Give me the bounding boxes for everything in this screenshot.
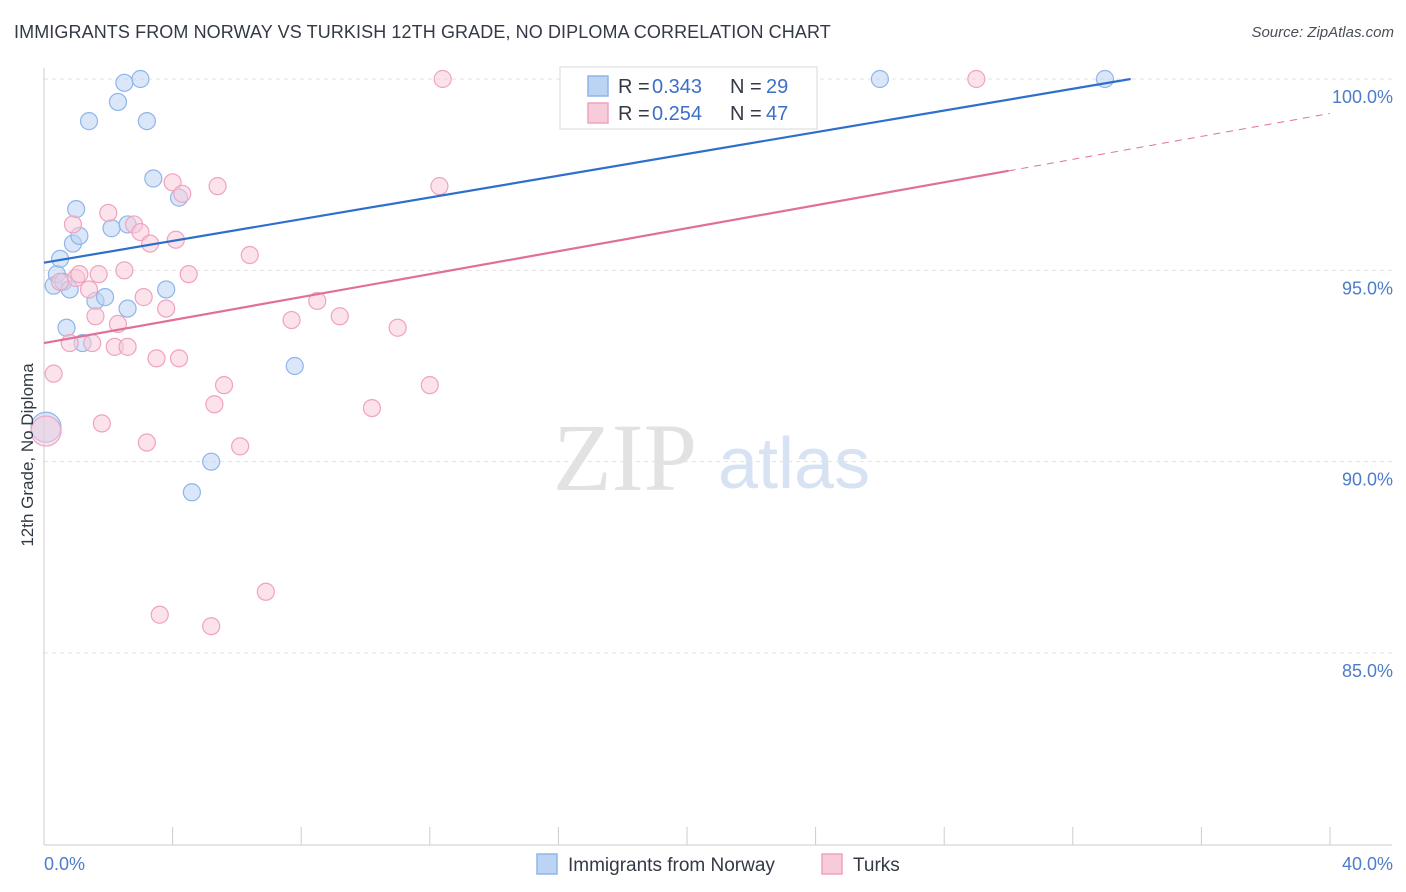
series-legend: Immigrants from Norway Turks [536,853,900,876]
turks-point-39 [330,307,349,326]
legend-r-label-turks: R = [618,103,650,125]
norway-point-13 [95,288,115,307]
turks-point-33 [214,376,234,395]
legend-swatch-norway [587,75,609,97]
turks-point-24 [157,299,176,318]
turks-point-9 [86,307,105,326]
series-legend-label-norway: Immigrants from Norway [568,855,775,876]
turks-point-22 [147,349,166,368]
turks-point-36 [256,582,275,601]
norway-point-14 [102,219,121,238]
turks-point-4 [63,215,83,234]
norway-point-26 [285,356,304,376]
turks-trend-line [43,169,1009,345]
legend-r-value-turks: 0.254 [652,103,702,125]
watermark-zip: ZIP [553,404,697,511]
turks-point-31 [205,395,224,414]
series-legend-swatch-turks [821,853,843,875]
turks-point-2 [50,272,70,291]
turks-points [30,69,986,636]
turks-point-0 [30,415,62,447]
turks-point-34 [231,437,250,456]
turks-point-1 [44,364,63,383]
turks-trend-extension [1008,112,1331,172]
turks-point-30 [202,617,221,636]
turks-point-28 [173,184,192,203]
chart-title: IMMIGRANTS FROM NORWAY VS TURKISH 12TH G… [14,22,831,42]
turks-point-10 [89,265,108,284]
turks-point-40 [362,398,382,418]
x-tick-label-min: 0.0% [44,854,85,874]
turks-point-12 [99,203,118,223]
norway-point-24 [182,483,201,502]
series-legend-label-turks: Turks [853,855,900,876]
turks-point-8 [83,333,102,353]
norway-point-16 [115,73,134,92]
watermark-atlas: atlas [718,424,870,504]
grid-lines [44,78,1392,654]
legend-r-label-norway: R = [618,76,650,98]
norway-point-21 [144,169,163,188]
turks-point-45 [967,69,986,89]
norway-point-25 [202,452,221,471]
norway-trend-line [43,77,1131,264]
turks-point-32 [208,177,227,196]
turks-point-43 [430,177,449,196]
norway-point-27 [870,69,890,89]
y-axis-title: 12th Grade, No Diploma [18,363,37,547]
norway-point-18 [118,299,137,318]
norway-point-22 [157,280,176,299]
tick-labels: 100.0% 95.0% 90.0% 85.0% 0.0% 40.0% [44,87,1393,874]
turks-point-37 [282,310,301,330]
trend-lines [43,77,1331,345]
turks-point-41 [388,318,407,337]
norway-point-19 [131,69,150,89]
turks-point-29 [179,265,198,284]
turks-point-27 [169,349,189,368]
axes [43,68,1392,846]
legend-n-label-turks: N = [730,103,762,125]
norway-point-5 [57,318,76,337]
turks-point-35 [240,245,259,265]
y-tick-label: 100.0% [1332,87,1393,107]
turks-point-42 [420,376,439,395]
series-legend-swatch-norway [536,853,558,875]
turks-point-7 [79,280,99,299]
y-tick-label: 85.0% [1342,661,1393,681]
turks-point-6 [70,265,89,284]
turks-point-44 [433,69,452,89]
turks-point-15 [115,261,134,280]
turks-point-20 [137,433,156,452]
legend-swatch-turks [587,102,609,124]
turks-point-19 [134,288,153,307]
norway-point-11 [79,111,99,131]
norway-point-15 [108,92,128,112]
turks-point-16 [118,337,137,356]
turks-point-23 [150,605,169,624]
legend-n-label-norway: N = [730,76,762,98]
stats-legend: R = 0.343 N = 29 R = 0.254 N = 47 [559,66,818,130]
norway-point-20 [137,111,156,131]
turks-point-38 [308,291,327,311]
turks-point-11 [92,414,111,433]
chart-source: Source: ZipAtlas.com [1251,24,1394,41]
norway-point-8 [67,200,86,219]
y-tick-label: 90.0% [1342,470,1393,490]
y-tick-label: 95.0% [1342,278,1393,298]
x-tick-label-max: 40.0% [1342,854,1393,874]
legend-n-value-turks: 47 [766,103,788,125]
legend-r-value-norway: 0.343 [652,76,702,98]
legend-n-value-norway: 29 [766,76,788,98]
